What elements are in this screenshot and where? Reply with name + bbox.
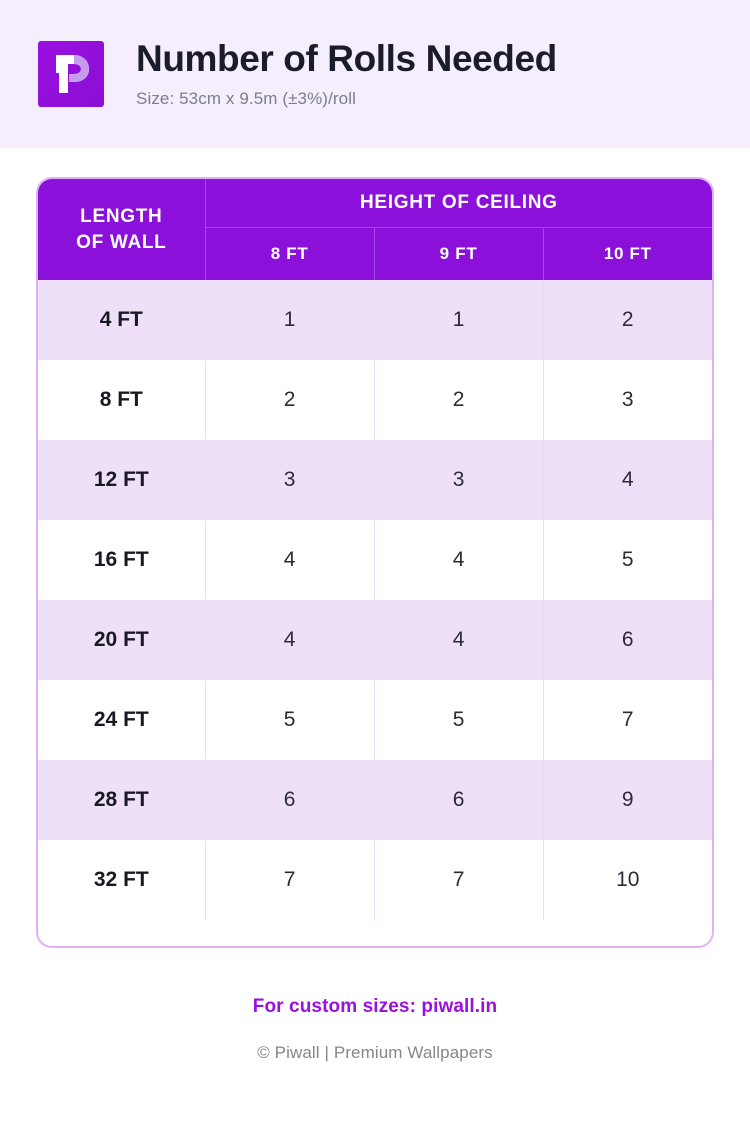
table-row: 28 FT 6 6 9 xyxy=(38,760,712,840)
cell-4ft-10ft: 2 xyxy=(543,280,712,360)
cell-12ft-10ft: 4 xyxy=(543,440,712,520)
header-length-of-wall-line1: LENGTH xyxy=(80,205,163,227)
cell-28ft-9ft: 6 xyxy=(374,760,544,840)
table-header-row-top: LENGTH OF WALL HEIGHT OF CEILING xyxy=(38,179,712,280)
cell-20ft-10ft: 6 xyxy=(543,600,712,680)
table-header-row-sub: 8 FT 9 FT 10 FT xyxy=(38,227,712,280)
cell-16ft-10ft: 5 xyxy=(543,520,712,600)
table-row: 16 FT 4 4 5 xyxy=(38,520,712,600)
row-label-8ft: 8 FT xyxy=(38,360,206,440)
cell-16ft-9ft: 4 xyxy=(374,520,544,600)
cell-16ft-8ft: 4 xyxy=(205,520,375,600)
table-card-wrapper: LENGTH OF WALL HEIGHT OF CEILING 8 FT 9 … xyxy=(0,148,750,948)
page-subtitle: Size: 53cm x 9.5m (±3%)/roll xyxy=(136,88,356,108)
cell-4ft-9ft: 1 xyxy=(374,280,544,360)
header-text-block: Number of Rolls Needed Size: 53cm x 9.5m… xyxy=(136,38,557,109)
cell-32ft-9ft: 7 xyxy=(374,840,544,920)
cell-32ft-10ft: 10 xyxy=(543,840,712,920)
cell-4ft-8ft: 1 xyxy=(205,280,375,360)
cell-28ft-8ft: 6 xyxy=(205,760,375,840)
header-col-9ft: 9 FT xyxy=(374,227,544,280)
table-header: LENGTH OF WALL HEIGHT OF CEILING 8 FT 9 … xyxy=(38,179,712,280)
row-label-28ft: 28 FT xyxy=(38,760,206,840)
cell-24ft-9ft: 5 xyxy=(374,680,544,760)
row-label-16ft: 16 FT xyxy=(38,520,206,600)
page-title: Number of Rolls Needed xyxy=(136,38,557,80)
cell-24ft-10ft: 7 xyxy=(543,680,712,760)
rolls-table-card: LENGTH OF WALL HEIGHT OF CEILING 8 FT 9 … xyxy=(36,177,714,948)
table-row: 12 FT 3 3 4 xyxy=(38,440,712,520)
cell-8ft-10ft: 3 xyxy=(543,360,712,440)
header-banner: Number of Rolls Needed Size: 53cm x 9.5m… xyxy=(0,0,750,148)
cell-20ft-8ft: 4 xyxy=(205,600,375,680)
cell-12ft-8ft: 3 xyxy=(205,440,375,520)
piwall-p-logo-icon xyxy=(38,41,104,107)
cell-8ft-8ft: 2 xyxy=(205,360,375,440)
cell-12ft-9ft: 3 xyxy=(374,440,544,520)
cell-28ft-10ft: 9 xyxy=(543,760,712,840)
header-height-of-ceiling: HEIGHT OF CEILING xyxy=(205,179,712,228)
row-label-12ft: 12 FT xyxy=(38,440,206,520)
row-label-4ft: 4 FT xyxy=(38,280,206,360)
table-row: 4 FT 1 1 2 xyxy=(38,280,712,360)
header-col-10ft: 10 FT xyxy=(543,227,712,280)
header-col-8ft: 8 FT xyxy=(205,227,375,280)
table-row: 32 FT 7 7 10 xyxy=(38,840,712,920)
cell-20ft-9ft: 4 xyxy=(374,600,544,680)
copyright-text: © Piwall | Premium Wallpapers xyxy=(257,1043,493,1062)
cell-24ft-8ft: 5 xyxy=(205,680,375,760)
cell-8ft-9ft: 2 xyxy=(374,360,544,440)
table-row: 8 FT 2 2 3 xyxy=(38,360,712,440)
header-length-of-wall: LENGTH OF WALL xyxy=(38,179,206,280)
table-body: 4 FT 1 1 2 8 FT 2 2 3 12 FT 3 3 4 xyxy=(38,280,712,920)
table-row: 20 FT 4 4 6 xyxy=(38,600,712,680)
row-label-32ft: 32 FT xyxy=(38,840,206,920)
rolls-table: LENGTH OF WALL HEIGHT OF CEILING 8 FT 9 … xyxy=(38,179,712,920)
footer: For custom sizes: piwall.in © Piwall | P… xyxy=(0,948,750,1063)
row-label-24ft: 24 FT xyxy=(38,680,206,760)
row-label-20ft: 20 FT xyxy=(38,600,206,680)
header-length-of-wall-line2: OF WALL xyxy=(76,231,167,253)
custom-sizes-link[interactable]: For custom sizes: piwall.in xyxy=(252,996,498,1017)
cell-32ft-8ft: 7 xyxy=(205,840,375,920)
table-row: 24 FT 5 5 7 xyxy=(38,680,712,760)
